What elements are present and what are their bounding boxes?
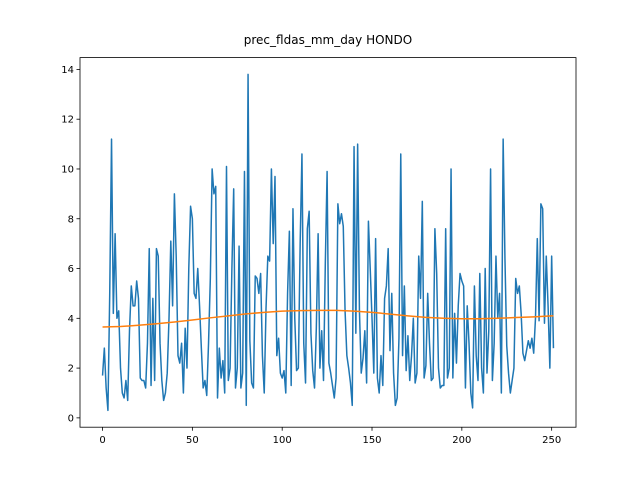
x-tick-label: 250 xyxy=(542,435,561,446)
y-tick-label: 4 xyxy=(68,314,74,325)
series-line xyxy=(102,309,554,328)
x-tick-label: 0 xyxy=(99,435,105,446)
plot-frame xyxy=(79,57,577,428)
chart-title: prec_fldas_mm_day HONDO xyxy=(244,33,412,47)
y-tick-label: 12 xyxy=(61,115,74,126)
x-tick-label: 200 xyxy=(452,435,471,446)
x-tick-label: 50 xyxy=(186,435,199,446)
y-tick-label: 10 xyxy=(61,164,74,175)
y-tick-label: 8 xyxy=(68,214,74,225)
x-tick-label: 100 xyxy=(273,435,292,446)
y-tick-label: 6 xyxy=(68,264,74,275)
y-tick-label: 14 xyxy=(61,65,74,76)
x-tick-label: 150 xyxy=(362,435,381,446)
y-tick-label: 2 xyxy=(68,364,74,375)
y-tick-label: 0 xyxy=(68,413,74,424)
series-line xyxy=(101,73,555,412)
